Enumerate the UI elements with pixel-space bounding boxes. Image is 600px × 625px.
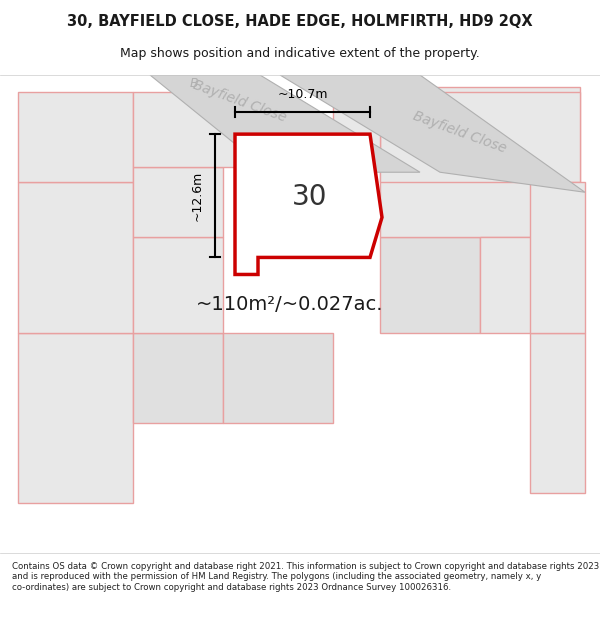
FancyBboxPatch shape [18, 182, 133, 332]
FancyBboxPatch shape [133, 168, 223, 238]
Polygon shape [150, 75, 420, 172]
Polygon shape [280, 75, 585, 192]
Text: Map shows position and indicative extent of the property.: Map shows position and indicative extent… [120, 48, 480, 61]
Text: B: B [190, 77, 199, 90]
FancyBboxPatch shape [380, 238, 480, 332]
FancyBboxPatch shape [530, 182, 585, 332]
FancyBboxPatch shape [18, 332, 133, 503]
Text: ~12.6m: ~12.6m [191, 171, 203, 221]
Text: 30, BAYFIELD CLOSE, HADE EDGE, HOLMFIRTH, HD9 2QX: 30, BAYFIELD CLOSE, HADE EDGE, HOLMFIRTH… [67, 14, 533, 29]
Text: 30: 30 [292, 183, 328, 211]
Text: Bayfield Close: Bayfield Close [191, 78, 289, 125]
FancyBboxPatch shape [18, 92, 133, 182]
Text: ~10.7m: ~10.7m [277, 88, 328, 101]
FancyBboxPatch shape [223, 332, 333, 423]
FancyBboxPatch shape [530, 332, 585, 493]
Text: ~110m²/~0.027ac.: ~110m²/~0.027ac. [196, 295, 384, 314]
FancyBboxPatch shape [380, 87, 580, 238]
FancyBboxPatch shape [480, 238, 580, 332]
Polygon shape [235, 134, 382, 274]
FancyBboxPatch shape [133, 332, 223, 423]
FancyBboxPatch shape [380, 92, 580, 182]
FancyBboxPatch shape [333, 92, 380, 168]
FancyBboxPatch shape [133, 92, 273, 168]
FancyBboxPatch shape [133, 238, 223, 332]
Text: Bayfield Close: Bayfield Close [412, 108, 509, 155]
Text: Contains OS data © Crown copyright and database right 2021. This information is : Contains OS data © Crown copyright and d… [12, 562, 599, 591]
